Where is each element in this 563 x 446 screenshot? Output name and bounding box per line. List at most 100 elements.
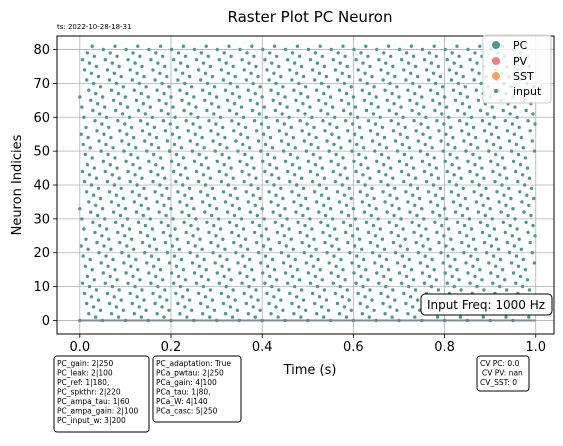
pc-spike [503, 166, 507, 170]
pc-spike [216, 244, 220, 248]
pc-spike [474, 247, 478, 251]
pc-spike [221, 237, 225, 241]
pc-spike [125, 105, 130, 109]
pc-spike [183, 54, 188, 58]
pc-spike [225, 98, 230, 103]
pc-spike [410, 108, 414, 113]
pc-spike [306, 207, 310, 211]
pc-spike [420, 47, 425, 52]
pc-spike [136, 44, 140, 48]
pc-param-line: PC_ampa_gain: 2|100 [57, 407, 138, 416]
pc-spike [433, 220, 437, 224]
pc-spike [486, 196, 490, 201]
pc-spike [411, 193, 415, 197]
pc-spike [368, 64, 372, 69]
pc-spike [194, 58, 199, 62]
pc-spike [399, 105, 403, 109]
pc-spike [313, 78, 317, 82]
pc-spike [124, 159, 128, 163]
pc-spike [514, 142, 519, 147]
pc-spike [206, 54, 210, 58]
pc-spike [451, 247, 455, 251]
pc-spike [505, 240, 510, 245]
pc-spike [117, 176, 121, 180]
pc-spike [230, 315, 235, 319]
pc-spike [389, 54, 393, 58]
pc-spike [219, 291, 224, 296]
pc-spike [444, 244, 448, 248]
pc-spike [292, 200, 296, 204]
cv-stat-line: CV PC: 0.0 [480, 359, 520, 368]
pc-spike [306, 159, 311, 163]
pc-spike [436, 64, 441, 69]
pc-spike [109, 88, 114, 92]
pc-spike [196, 68, 201, 72]
pc-spike [242, 68, 246, 72]
pc-spike [411, 54, 416, 58]
pc-spike [227, 156, 231, 160]
pc-spike [398, 244, 402, 248]
pc-spike [199, 78, 203, 82]
pc-spike [313, 190, 317, 194]
x-tick-label: 1.0 [525, 340, 546, 355]
pc-spike [243, 237, 248, 241]
pc-spike [434, 278, 438, 282]
pc-spike [383, 312, 387, 316]
pc-spike [491, 254, 496, 258]
pc-spike [165, 186, 169, 191]
pc-spike [420, 159, 425, 163]
pc-spike [451, 88, 456, 92]
pc-spike [433, 193, 438, 197]
pc-spike [245, 274, 249, 279]
pc-spike [346, 240, 350, 245]
pc-spike [86, 135, 90, 140]
pc-spike [530, 251, 534, 255]
pc-spike [395, 149, 400, 153]
pc-spike [293, 146, 297, 150]
pc-spike [190, 308, 194, 312]
pc-spike [161, 230, 166, 235]
pc-spike [162, 315, 166, 319]
pc-spike [154, 163, 158, 167]
pc-spike [473, 163, 477, 167]
pc-spike [333, 179, 338, 184]
pc-spike [244, 190, 248, 194]
pc-spike [308, 217, 312, 221]
pc-spike [104, 254, 108, 258]
pc-spike [78, 95, 82, 99]
pc-spike [348, 251, 352, 255]
pc-spike [380, 152, 384, 157]
pc-spike [193, 244, 197, 248]
pc-spike [532, 196, 536, 201]
pc-spike [477, 71, 481, 76]
pc-spike [345, 288, 349, 292]
pc-spike [368, 288, 372, 292]
pc-spike [331, 281, 335, 285]
pc-spike [172, 142, 177, 147]
pc-spike [290, 51, 295, 55]
pc-spike [400, 281, 404, 285]
pc-spike [294, 210, 298, 214]
pc-spike [140, 64, 144, 69]
pc-spike [353, 132, 357, 136]
timestamp-label: ts: 2022-10-28-18-31 [57, 23, 132, 31]
pc-spike [295, 71, 299, 76]
pc-spike [498, 257, 503, 262]
pc-spike [263, 254, 268, 258]
pc-spike [187, 186, 192, 191]
pc-spike [295, 156, 300, 160]
pc-spike [428, 135, 432, 140]
pc-spike [450, 274, 454, 279]
pc-spike [100, 122, 104, 126]
pc-spike [136, 268, 140, 272]
pc-spike [167, 196, 171, 201]
y-tick-label: 30 [33, 212, 50, 227]
pc-spike [241, 115, 246, 120]
pc-spike [250, 268, 254, 272]
pc-spike [283, 95, 287, 99]
pc-spike [469, 254, 473, 258]
pc-spike [141, 102, 145, 106]
pc-spike [175, 125, 179, 130]
pc-spike [261, 47, 265, 52]
